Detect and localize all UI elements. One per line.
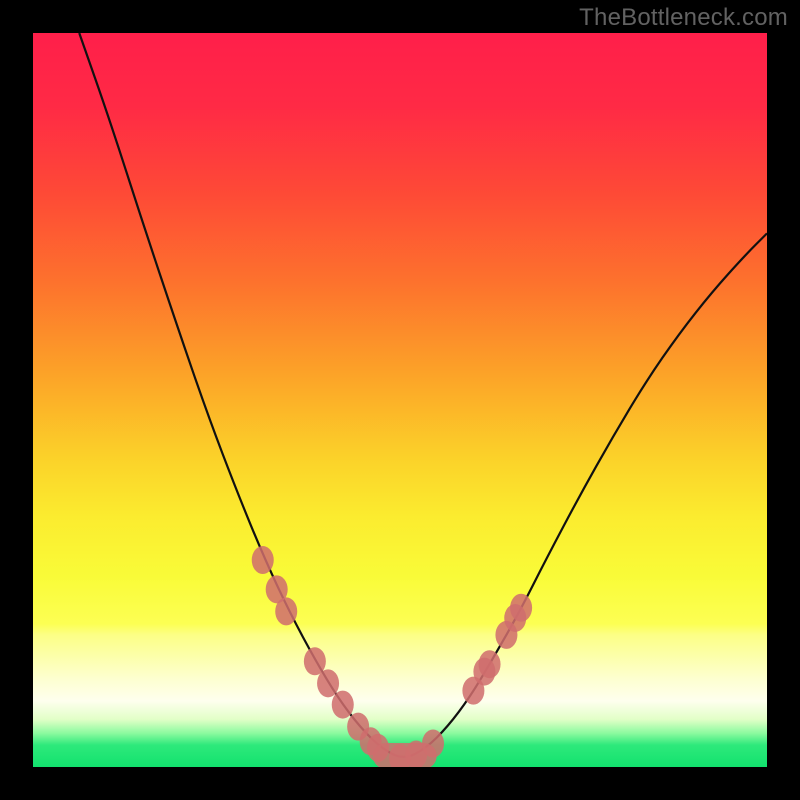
data-marker [510,594,532,622]
bottleneck-chart [0,0,800,800]
watermark-text: TheBottleneck.com [579,4,788,32]
data-marker [275,597,297,625]
data-marker [479,650,501,678]
data-marker [317,669,339,697]
data-marker [252,546,274,574]
data-marker [304,647,326,675]
gradient-background [33,33,767,767]
data-marker [332,691,354,719]
chart-stage: TheBottleneck.com [0,0,800,800]
bottom-bar [373,743,437,769]
plot-area [33,33,767,772]
